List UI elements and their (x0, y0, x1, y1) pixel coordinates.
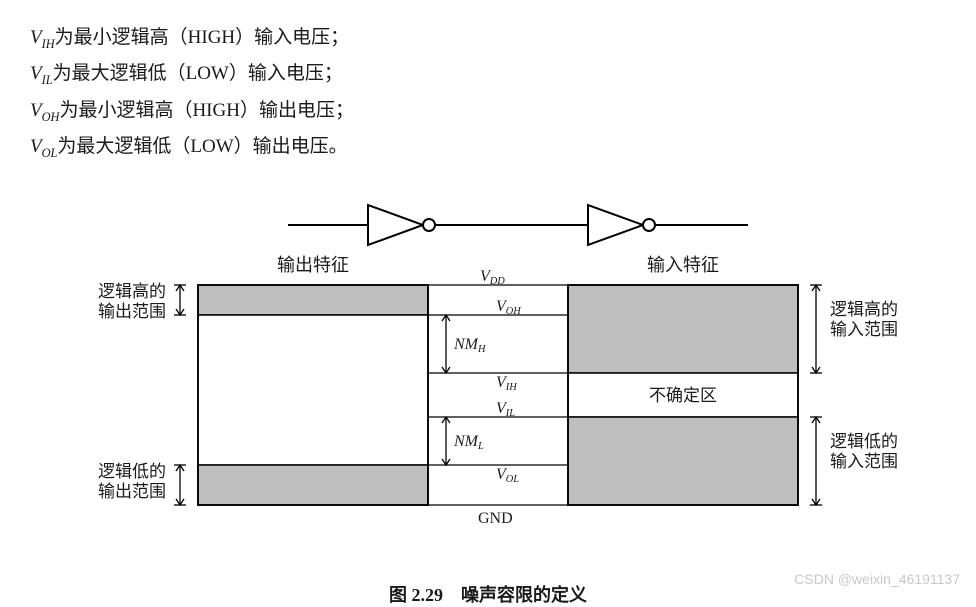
sym-vih: V (30, 27, 42, 48)
txt-vih: 为最小逻辑高（HIGH）输入电压； (55, 27, 350, 48)
figure-2-29: 输出特征输入特征逻辑高的输出范围逻辑低的输出范围不确定区逻辑高的输入范围逻辑低的… (48, 175, 928, 575)
sym-vil: V (30, 63, 42, 84)
sub-vih: IH (42, 37, 55, 51)
svg-text:逻辑低的: 逻辑低的 (98, 462, 166, 481)
sym-vol: V (30, 136, 42, 157)
noise-margin-diagram: 输出特征输入特征逻辑高的输出范围逻辑低的输出范围不确定区逻辑高的输入范围逻辑低的… (48, 175, 928, 575)
svg-text:GND: GND (478, 510, 513, 527)
def-vil: VIL为最大逻辑低（LOW）输入电压； (30, 56, 946, 92)
watermark: CSDN @weixin_46191137 (794, 571, 960, 587)
svg-text:输出范围: 输出范围 (98, 482, 166, 501)
def-vih: VIH为最小逻辑高（HIGH）输入电压； (30, 20, 946, 56)
sub-voh: OH (42, 109, 60, 123)
txt-voh: 为最小逻辑高（HIGH）输出电压； (59, 100, 354, 121)
svg-text:NMH: NMH (453, 336, 486, 355)
definitions-block: VIH为最小逻辑高（HIGH）输入电压； VIL为最大逻辑低（LOW）输入电压；… (30, 20, 946, 165)
sub-vil: IL (42, 73, 53, 87)
svg-text:输入特征: 输入特征 (647, 255, 719, 275)
svg-text:NML: NML (453, 433, 484, 452)
svg-text:输出范围: 输出范围 (98, 302, 166, 321)
svg-text:输入范围: 输入范围 (830, 320, 898, 339)
svg-text:VIL: VIL (496, 400, 515, 419)
svg-text:VDD: VDD (480, 268, 505, 287)
svg-text:输入范围: 输入范围 (830, 452, 898, 471)
svg-text:输出特征: 输出特征 (277, 255, 349, 275)
def-vol: VOL为最大逻辑低（LOW）输出电压。 (30, 129, 946, 165)
svg-text:不确定区: 不确定区 (649, 386, 717, 405)
svg-text:VOL: VOL (496, 466, 519, 485)
svg-text:VIH: VIH (496, 374, 517, 393)
svg-text:VOH: VOH (496, 298, 521, 317)
svg-text:逻辑高的: 逻辑高的 (98, 282, 166, 301)
svg-text:逻辑高的: 逻辑高的 (830, 300, 898, 319)
txt-vol: 为最大逻辑低（LOW）输出电压。 (57, 136, 347, 157)
txt-vil: 为最大逻辑低（LOW）输入电压； (53, 63, 343, 84)
sym-voh: V (30, 100, 42, 121)
def-voh: VOH为最小逻辑高（HIGH）输出电压； (30, 93, 946, 129)
svg-text:逻辑低的: 逻辑低的 (830, 432, 898, 451)
sub-vol: OL (42, 146, 58, 160)
